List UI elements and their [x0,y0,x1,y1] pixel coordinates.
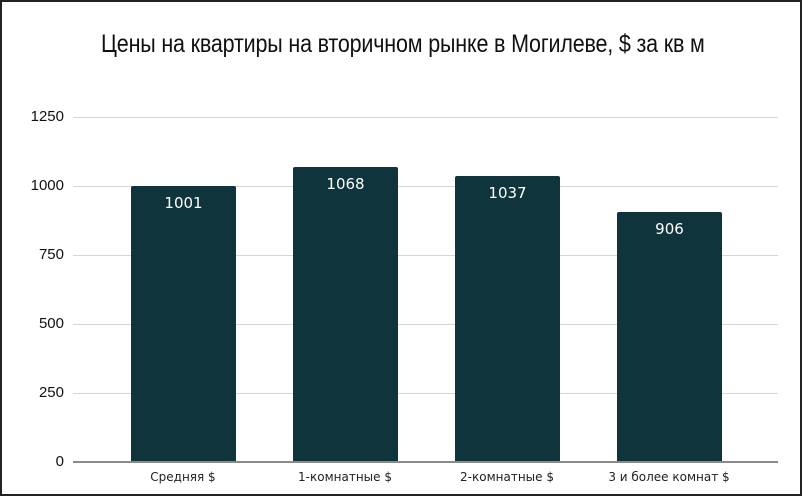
y-tick-250: 250 [38,384,64,401]
x-tick-srednyaya: Средняя $ [150,470,216,484]
y-tick-1000: 1000 [30,177,64,194]
x-tick-2-room: 2-комнатные $ [460,470,554,484]
x-axis-baseline [73,461,778,463]
bar-value-label: 1037 [488,184,527,202]
bar-value-label: 1068 [326,175,365,193]
x-tick-3-plus-rooms: 3 и более комнат $ [608,470,730,484]
x-tick-1-room: 1-комнатные $ [298,470,392,484]
gridline-1000 [73,186,778,187]
y-tick-750: 750 [38,246,64,263]
bar-value-label: 1001 [164,194,203,212]
gridline-500 [73,324,778,325]
y-tick-500: 500 [38,315,64,332]
chart-title: Цены на квартиры на вторичном рынке в Мо… [101,30,705,58]
bar-1-room[interactable]: 1068 [293,167,398,462]
y-tick-0: 0 [55,453,64,470]
y-tick-1250: 1250 [30,108,64,125]
gridline-750 [73,255,778,256]
bar-2-room[interactable]: 1037 [455,176,560,462]
gridline-1250 [73,117,778,118]
bar-3-plus-rooms[interactable]: 906 [617,212,722,462]
gridline-250 [73,393,778,394]
bar-value-label: 906 [655,220,684,238]
bar-srednyaya[interactable]: 1001 [131,186,236,462]
